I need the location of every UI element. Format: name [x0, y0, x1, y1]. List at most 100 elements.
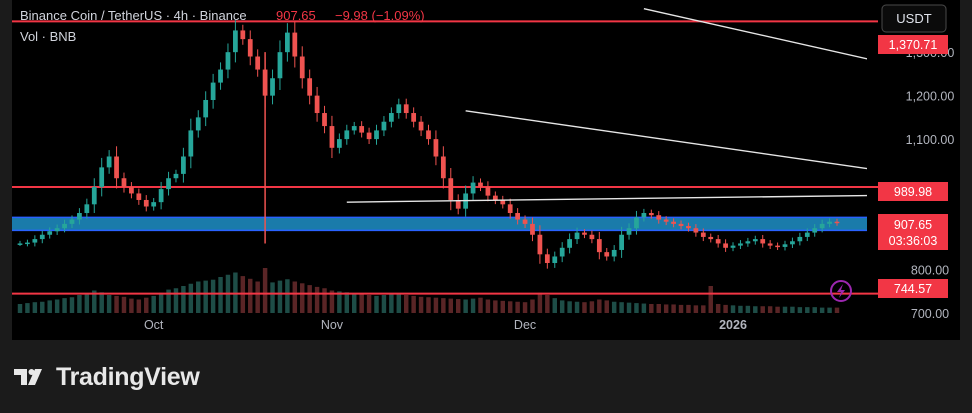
candle-body	[641, 213, 647, 218]
volume-bar	[834, 307, 840, 313]
alert-button[interactable]	[830, 280, 852, 302]
volume-bar	[537, 292, 543, 313]
volume-bar	[634, 303, 639, 313]
candle-body	[255, 56, 261, 70]
candle-body	[17, 243, 23, 245]
candle-body	[604, 252, 610, 257]
time-tick-label: Oct	[144, 318, 164, 332]
volume-bar	[270, 282, 275, 313]
time-tick-label: 2026	[719, 318, 747, 332]
volume-bar	[649, 304, 654, 313]
price-tag-1370: 1,370.71	[878, 35, 948, 54]
candle-body	[106, 156, 112, 168]
candle-body	[388, 113, 394, 122]
candle-body	[693, 228, 699, 233]
candle-body	[500, 199, 506, 205]
volume-bar	[626, 302, 632, 313]
candle-body	[129, 186, 134, 194]
volume-bar	[129, 298, 134, 313]
candle-body	[433, 139, 439, 157]
candle-body	[181, 156, 186, 174]
candle-body	[418, 121, 424, 131]
candle-body	[827, 221, 832, 224]
candle-body	[700, 232, 706, 237]
volume-bar	[69, 297, 75, 313]
volume-bar	[530, 299, 535, 313]
candle-body	[366, 132, 372, 140]
candle-body	[292, 32, 298, 57]
volume-bar	[136, 299, 142, 313]
volume-bar	[775, 306, 780, 313]
volume-label: Vol · BNB	[20, 29, 76, 44]
candle-body	[671, 221, 676, 224]
time-tick-label: Nov	[321, 318, 344, 332]
candle-body	[54, 228, 60, 232]
volume-bar	[730, 305, 736, 313]
candle-body	[790, 241, 795, 245]
candle-body	[656, 215, 662, 220]
candle-body	[537, 234, 543, 255]
volume-bar	[715, 304, 721, 313]
candle-body	[91, 186, 97, 205]
last-price-header: 907.65	[276, 8, 316, 23]
volume-bar	[693, 305, 699, 313]
candle-body	[426, 130, 431, 140]
volume-bar	[567, 301, 572, 313]
candle-body	[619, 234, 624, 250]
volume-bar	[641, 303, 647, 313]
volume-bar	[767, 306, 773, 313]
volume-bar	[40, 301, 45, 313]
volume-bar	[760, 306, 765, 313]
volume-bar	[84, 294, 90, 313]
volume-bar	[25, 303, 30, 313]
volume-bar	[351, 293, 357, 313]
volume-bar	[708, 286, 713, 313]
currency-button[interactable]: USDT	[881, 4, 947, 33]
candle-body	[277, 52, 283, 79]
price-chart[interactable]: Binance Coin / TetherUS · 4h · Binance 9…	[12, 0, 960, 340]
volume-bar	[507, 301, 513, 313]
candle-body	[203, 99, 209, 118]
candle-body	[121, 178, 127, 187]
candle-body	[240, 30, 246, 40]
last-price-tag: 907.65 03:36:03	[878, 214, 948, 250]
volume-bar	[374, 295, 379, 313]
volume-bar	[285, 279, 290, 313]
candle-body	[455, 199, 461, 209]
candle-body	[188, 130, 194, 157]
volume-bar	[433, 297, 439, 313]
volume-bar	[493, 300, 498, 313]
volume-bar	[359, 294, 364, 313]
candle-body	[567, 239, 572, 248]
volume-bar	[448, 298, 454, 313]
candle-body	[767, 243, 773, 246]
candles	[17, 20, 840, 269]
symbol-title: Binance Coin / TetherUS · 4h · Binance	[20, 8, 247, 23]
candle-body	[715, 239, 721, 244]
candle-body	[522, 219, 528, 224]
volume-bar	[411, 295, 416, 313]
candle-body	[374, 130, 379, 140]
candle-body	[84, 204, 90, 214]
candle-body	[730, 245, 736, 248]
candle-body	[723, 243, 728, 248]
candle-body	[351, 126, 357, 131]
volume-bar	[188, 283, 194, 313]
volume-bar	[418, 296, 424, 313]
candle-body	[136, 193, 142, 200]
time-axis[interactable]: Oct Nov Dec 2026	[144, 318, 747, 332]
chart-panel[interactable]: Binance Coin / TetherUS · 4h · Binance 9…	[12, 0, 960, 340]
volume-bar	[389, 294, 394, 313]
volume-bar	[426, 297, 431, 313]
volume-bar	[366, 295, 372, 313]
candle-body	[470, 182, 476, 194]
volume-bar	[54, 299, 60, 313]
volume-bar	[322, 288, 327, 313]
candle-body	[396, 104, 402, 114]
time-tick-label: Dec	[514, 318, 536, 332]
volume-bar	[210, 279, 216, 313]
candle-body	[158, 189, 164, 203]
volume-bar	[151, 295, 156, 313]
candle-body	[819, 223, 825, 229]
